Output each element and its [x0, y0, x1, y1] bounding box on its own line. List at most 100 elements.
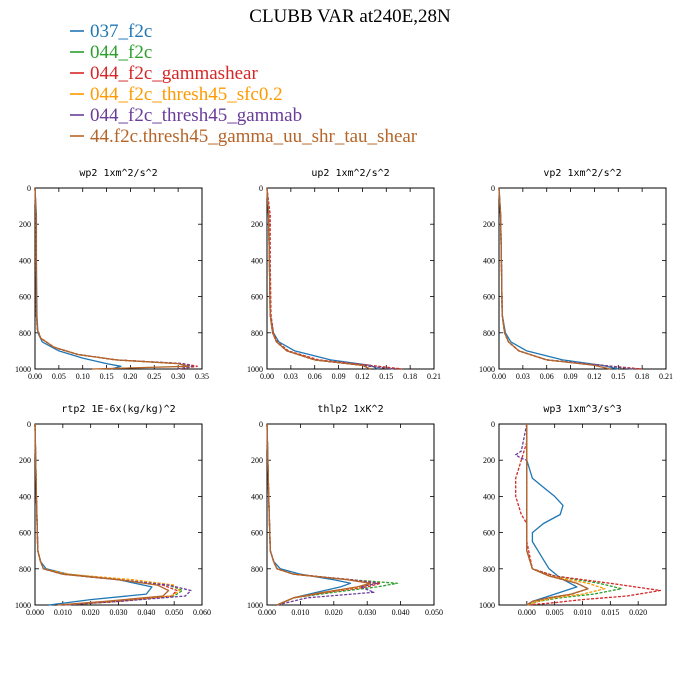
x-tick-label: 0.040 [137, 608, 155, 617]
x-tick-label: 0.060 [193, 608, 211, 617]
plot-frame [498, 187, 667, 370]
y-tick-label: 400 [483, 256, 495, 265]
y-tick-label: 200 [19, 456, 31, 465]
panel-title: wp2 1xm^2/s^2 [79, 168, 157, 179]
series-line [34, 423, 192, 606]
x-tick-label: 0.10 [76, 372, 90, 381]
series-line [266, 187, 395, 370]
series-line [266, 187, 379, 370]
x-tick-label: 0.020 [82, 608, 100, 617]
y-tick-label: 600 [251, 529, 263, 538]
y-tick-label: 800 [19, 329, 31, 338]
y-tick-label: 600 [483, 293, 495, 302]
x-tick-label: 0.18 [403, 372, 417, 381]
y-tick-label: 1000 [15, 601, 31, 610]
x-tick-label: 0.040 [392, 608, 410, 617]
x-tick-label: 0.000 [518, 608, 536, 617]
y-tick-label: 200 [251, 456, 263, 465]
y-tick-label: 400 [251, 492, 263, 501]
y-tick-label: 200 [251, 220, 263, 229]
x-tick-label: 0.09 [332, 372, 346, 381]
y-tick-label: 600 [483, 529, 495, 538]
series-line [266, 187, 395, 370]
series-line [34, 187, 198, 370]
y-tick-label: 400 [483, 492, 495, 501]
series-line [515, 424, 662, 606]
panel-title: up2 1xm^2/s^2 [311, 168, 389, 179]
x-tick-label: 0.35 [195, 372, 209, 381]
y-tick-label: 600 [19, 293, 31, 302]
series-line [498, 187, 635, 370]
x-tick-label: 0.15 [100, 372, 114, 381]
series-line [266, 187, 395, 370]
series-line [34, 187, 189, 370]
legend-label: 044_f2c_thresh45_gammab [90, 105, 302, 126]
y-tick-label: 1000 [15, 365, 31, 374]
legend-label: 044_f2c_thresh45_sfc0.2 [90, 84, 283, 105]
x-tick-label: 0.050 [165, 608, 183, 617]
x-tick-label: 0.03 [284, 372, 298, 381]
series-line [34, 187, 194, 370]
y-tick-label: 0 [259, 420, 263, 429]
series-line [266, 423, 372, 606]
y-tick-label: 1000 [479, 601, 495, 610]
series-line [498, 187, 635, 370]
x-tick-label: 0.25 [147, 372, 161, 381]
x-tick-label: 0.30 [171, 372, 185, 381]
x-tick-label: 0.18 [635, 372, 649, 381]
series-line [526, 424, 578, 606]
panel-title: rtp2 1E-6x(kg/kg)^2 [61, 404, 175, 415]
plot-frame [266, 187, 435, 370]
series-line [34, 423, 170, 606]
panel-title: wp3 1xm^3/s^3 [543, 404, 621, 415]
series-line [498, 187, 635, 370]
x-tick-label: 0.21 [659, 372, 673, 381]
x-tick-label: 0.010 [54, 608, 72, 617]
series-line [34, 187, 122, 370]
x-tick-label: 0.015 [601, 608, 619, 617]
y-tick-label: 1000 [247, 601, 263, 610]
plot-frame [34, 187, 203, 370]
y-tick-label: 600 [19, 529, 31, 538]
x-tick-label: 0.00 [28, 372, 42, 381]
x-tick-label: 0.030 [110, 608, 128, 617]
figure-title: CLUBB VAR at240E,28N [249, 6, 451, 27]
x-tick-label: 0.005 [546, 608, 564, 617]
y-tick-label: 800 [251, 565, 263, 574]
y-tick-label: 0 [259, 184, 263, 193]
y-tick-label: 800 [483, 565, 495, 574]
legend-label: 037_f2c [90, 21, 152, 42]
y-tick-label: 400 [19, 256, 31, 265]
series-line [498, 187, 619, 370]
x-tick-label: 0.020 [629, 608, 647, 617]
y-tick-label: 0 [27, 420, 31, 429]
y-tick-label: 0 [491, 184, 495, 193]
x-tick-label: 0.12 [355, 372, 369, 381]
x-tick-label: 0.00 [492, 372, 506, 381]
x-tick-label: 0.000 [26, 608, 44, 617]
y-tick-label: 200 [19, 220, 31, 229]
x-tick-label: 0.12 [587, 372, 601, 381]
panel-title: thlp2 1xK^2 [317, 404, 383, 415]
y-tick-label: 1000 [479, 365, 495, 374]
y-tick-label: 600 [251, 293, 263, 302]
legend: 037_f2c044_f2c044_f2c_gammashear044_f2c_… [70, 21, 418, 147]
legend-label: 44.f2c.thresh45_gamma_uu_shr_tau_shear [90, 126, 418, 147]
x-tick-label: 0.010 [291, 608, 309, 617]
x-tick-label: 0.00 [260, 372, 274, 381]
x-tick-label: 0.06 [308, 372, 322, 381]
x-tick-label: 0.15 [611, 372, 625, 381]
x-tick-label: 0.21 [427, 372, 441, 381]
panel: rtp2 1E-6x(kg/kg)^2 0 200 400 600 800 10000.00… [15, 404, 211, 617]
x-tick-label: 0.000 [258, 608, 276, 617]
series-line [266, 187, 371, 370]
x-tick-label: 0.06 [540, 372, 554, 381]
plot-frame [34, 423, 203, 606]
panel-title: vp2 1xm^2/s^2 [543, 168, 621, 179]
series-line [526, 424, 623, 606]
